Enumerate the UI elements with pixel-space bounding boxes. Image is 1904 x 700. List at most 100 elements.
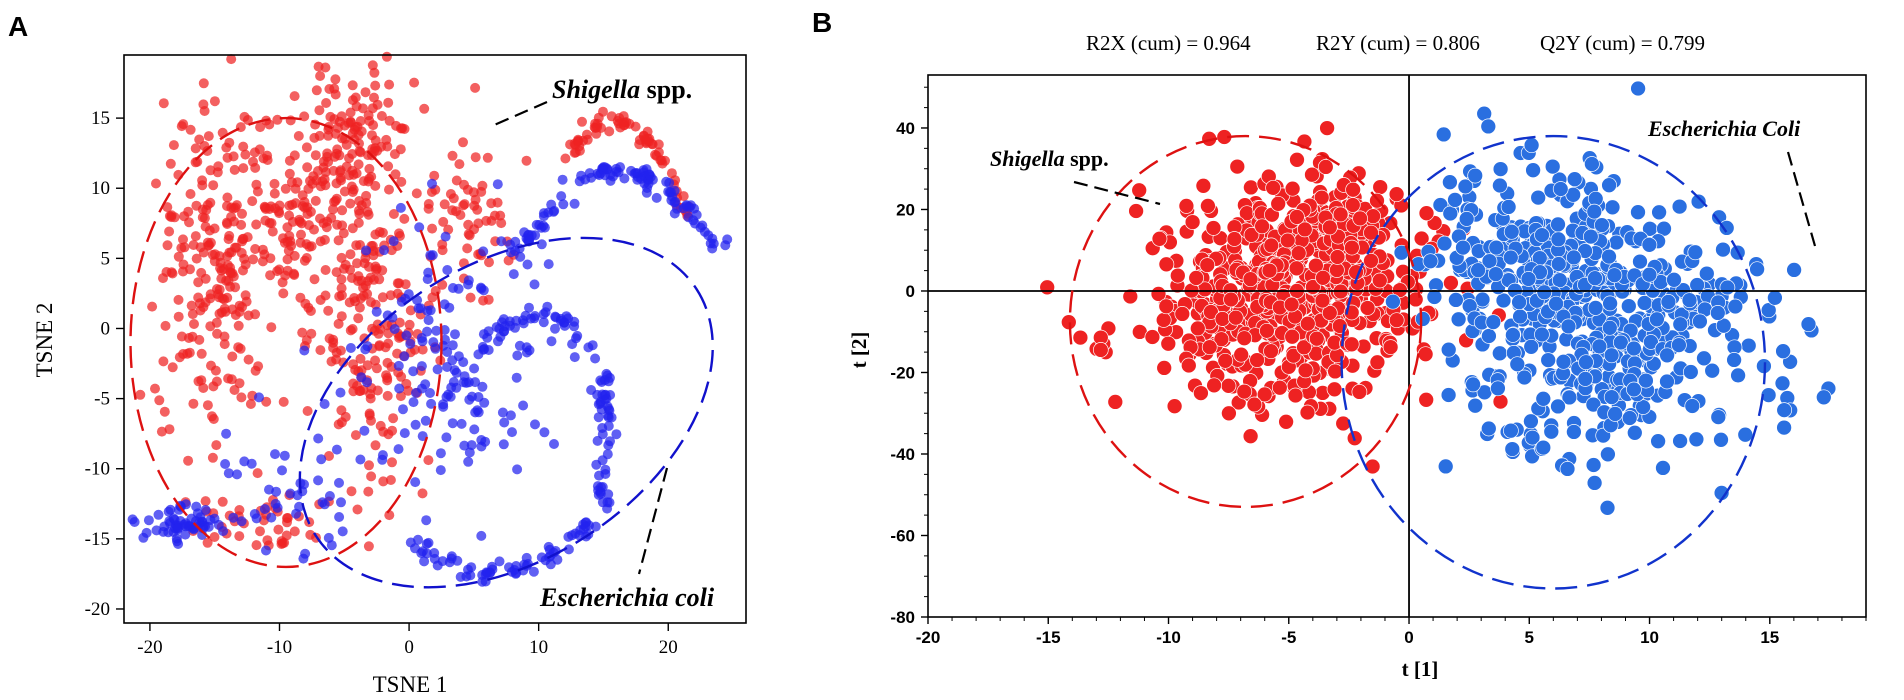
shigella-point [367,103,378,114]
shigella-point [381,51,392,62]
shigella-point [329,196,340,207]
ecoli-point [1659,373,1675,390]
ecoli-point [399,351,410,362]
shigella-point [336,283,347,294]
shigella-point [287,199,298,210]
ecoli-point [1603,389,1620,405]
shigella-point [1382,339,1399,355]
shigella-point [187,309,198,320]
ecoli-point [482,332,493,343]
y-tick-label: 0 [101,318,111,339]
x-tick-label: -10 [267,637,292,658]
ecoli-annotation-a-italic: Escherichia coli [539,583,715,612]
shigella-point [337,205,348,216]
ecoli-point [313,433,324,444]
shigella-point [1279,232,1296,249]
ecoli-point [520,310,531,321]
ecoli-point [171,533,182,544]
ecoli-point [1649,311,1665,328]
shigella-point [223,373,234,384]
shigella-point [1363,252,1379,269]
shigella-point [250,162,261,173]
panel-b-y-axis-label: t [2] [847,332,871,369]
ecoli-point [1626,381,1642,398]
ecoli-point [1692,313,1708,330]
shigella-point [1205,220,1222,236]
shigella-point [222,219,233,229]
ecoli-point [1704,362,1721,379]
shigella-point [341,161,352,172]
shigella-point [423,455,434,466]
ecoli-point [645,171,656,182]
ecoli-point [317,497,328,508]
shigella-annotation-b-rest: spp. [1065,146,1109,171]
shigella-point [1289,151,1305,168]
ecoli-point [1786,262,1802,278]
shigella-point [320,180,331,191]
shigella-point [185,124,196,135]
ecoli-point [480,436,491,447]
ecoli-point [567,339,578,350]
ecoli-point [259,504,270,514]
ecoli-point [1584,156,1600,172]
ecoli-point [1577,371,1594,387]
shigella-point [234,531,245,542]
ecoli-point [447,418,458,429]
ecoli-point [512,350,523,361]
ecoli-point [508,269,519,280]
ecoli-point [611,163,622,174]
x-tick-label: -10 [1156,628,1181,647]
shigella-point [289,526,300,537]
shigella-point [1344,197,1361,213]
shigella-point [195,305,206,316]
shigella-point [1072,329,1089,346]
shigella-point [284,168,295,179]
panel-b-ellipses [1068,134,1767,590]
ecoli-point [528,566,539,577]
shigella-point [1263,343,1279,360]
y-tick-label: 15 [91,108,110,129]
shigella-point [352,258,362,269]
ecoli-point [1530,189,1547,206]
shigella-point [251,179,262,190]
shigella-point [255,122,266,133]
ecoli-confidence-ellipse [1340,134,1767,590]
shigella-point [255,526,265,537]
shigella-point [159,406,170,417]
shigella-point [320,265,331,275]
shigella-point [191,253,202,264]
shigella-point [392,278,403,289]
shigella-point [348,386,359,397]
ecoli-point [1671,337,1687,353]
x-tick-label: 0 [404,637,414,658]
shigella-point [573,134,584,145]
ecoli-point [1436,235,1453,252]
shigella-point [302,406,313,416]
shigella-point [209,532,220,542]
ecoli-point [463,275,474,286]
shigella-point [458,137,468,148]
shigella-point [202,537,213,548]
ecoli-point [362,341,373,352]
shigella-point [354,208,365,219]
shigella-point [164,424,175,435]
shigella-point [372,145,383,156]
ecoli-point [600,162,611,173]
ecoli-point [576,170,587,181]
y-tick-label: -15 [85,529,110,550]
shigella-point [212,167,223,178]
ecoli-point [478,246,489,257]
shigella-point [678,191,689,202]
ecoli-point [220,459,231,469]
ecoli-point [420,415,431,426]
shigella-point [280,183,291,194]
shigella-point [282,222,293,233]
ecoli-point [557,174,568,185]
shigella-point [399,213,410,224]
ecoli-point [129,517,140,527]
shigella-point [200,496,211,507]
ecoli-point [569,316,580,327]
ecoli-point [1481,328,1497,344]
ecoli-point [1586,203,1603,220]
ecoli-point [232,469,242,480]
